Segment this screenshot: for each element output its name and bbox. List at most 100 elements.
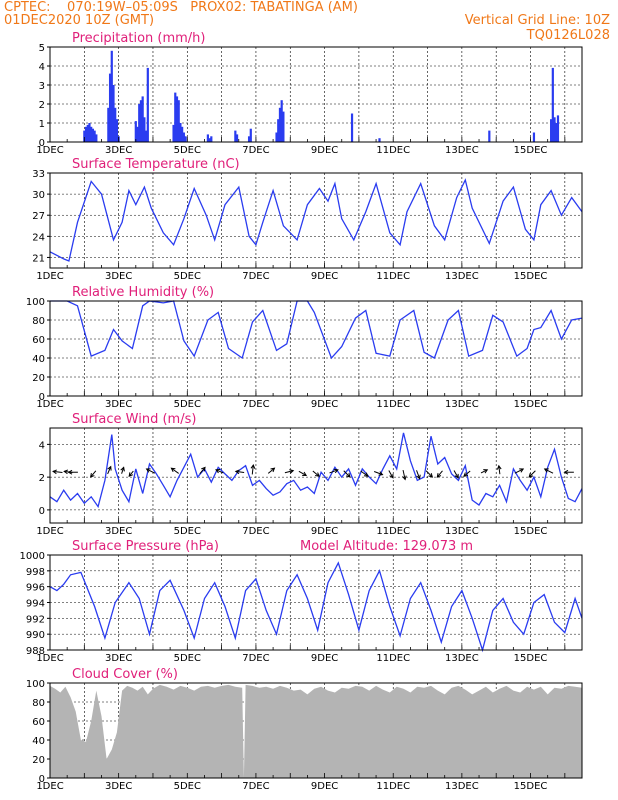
precip-bar bbox=[112, 85, 115, 142]
y-tick-label: 60 bbox=[32, 335, 45, 346]
wind-arrow bbox=[312, 470, 320, 477]
x-tick-label: 3DEC bbox=[105, 271, 132, 282]
wind-arrow bbox=[53, 470, 63, 473]
y-tick-label: 996 bbox=[26, 583, 45, 594]
wind-arrow bbox=[425, 470, 433, 478]
precip-bar bbox=[234, 130, 237, 142]
wind-arrowhead bbox=[428, 473, 434, 478]
panel-temp: 21 24 27 30 33 1DEC 3DEC 5DEC 7DEC 9DEC 11DEC 13DEC… bbox=[32, 157, 583, 282]
x-tick-label: 11DEC bbox=[376, 526, 410, 537]
wind-arrowhead bbox=[215, 468, 221, 474]
y-tick-label: 80 bbox=[32, 316, 45, 327]
x-tick-label: 3DEC bbox=[105, 653, 132, 664]
x-tick-label: 5DEC bbox=[174, 399, 201, 410]
precip-bar bbox=[282, 111, 285, 142]
wind-arrowhead bbox=[234, 469, 240, 475]
wind-arrow bbox=[436, 470, 443, 478]
y-tick-label: 33 bbox=[32, 169, 45, 180]
y-tick-label: 40 bbox=[32, 354, 45, 365]
precip-bar bbox=[488, 130, 491, 142]
cloud-title: Cloud Cover (%) bbox=[72, 667, 178, 682]
pres-title: Surface Pressure (hPa) bbox=[72, 539, 219, 554]
y-tick-label: 2 bbox=[39, 473, 45, 484]
wind-arrow bbox=[402, 469, 406, 480]
panel-wind: 0 2 4 1DEC 3DEC 5DEC 7DEC 9DEC 11DEC 13DEC 15DEC Su… bbox=[36, 412, 583, 537]
wind-arrow bbox=[360, 470, 369, 477]
x-tick-label: 15DEC bbox=[514, 399, 548, 410]
precip-bar bbox=[114, 107, 117, 142]
wind-arrow bbox=[544, 468, 554, 474]
y-tick-label: 60 bbox=[32, 717, 45, 728]
precip-bar bbox=[177, 100, 180, 142]
precip-bar bbox=[138, 104, 141, 142]
y-tick-label: 27 bbox=[32, 211, 45, 222]
wind-arrow bbox=[267, 467, 275, 474]
precip-bar bbox=[93, 130, 96, 142]
wind-arrow bbox=[199, 467, 206, 474]
x-tick-label: 5DEC bbox=[174, 145, 201, 156]
precip-bar bbox=[275, 132, 278, 142]
wind-arrowhead bbox=[89, 473, 95, 478]
header-model: TQ0126L028 bbox=[526, 28, 610, 43]
precip-bar bbox=[208, 138, 211, 142]
x-tick-label: 11DEC bbox=[376, 399, 410, 410]
y-tick-label: 20 bbox=[32, 755, 45, 766]
x-tick-label: 15DEC bbox=[514, 781, 548, 792]
x-tick-label: 15DEC bbox=[514, 653, 548, 664]
x-tick-label: 13DEC bbox=[445, 653, 479, 664]
temp-series-line bbox=[49, 178, 583, 262]
wind-arrowhead bbox=[315, 472, 320, 477]
wind-arrow bbox=[388, 470, 394, 479]
precip-bar bbox=[555, 123, 558, 142]
pres-subtitle: Model Altitude: 129.073 m bbox=[300, 539, 473, 554]
y-tick-label: 40 bbox=[32, 736, 45, 747]
y-tick-label: 0 bbox=[39, 392, 45, 403]
wind-arrow bbox=[373, 471, 383, 476]
precip-bar bbox=[83, 130, 86, 142]
y-tick-label: 1 bbox=[39, 119, 45, 130]
y-tick-label: 21 bbox=[32, 253, 45, 264]
wind-arrow bbox=[329, 469, 339, 474]
plot-frame bbox=[49, 172, 583, 269]
wind-arrow bbox=[146, 468, 156, 474]
x-tick-label: 7DEC bbox=[242, 145, 269, 156]
x-tick-label: 1DEC bbox=[36, 526, 63, 537]
x-tick-label: 11DEC bbox=[376, 781, 410, 792]
wind-arrow bbox=[343, 470, 351, 478]
x-tick-label: 3DEC bbox=[105, 781, 132, 792]
wind-arrow bbox=[90, 470, 97, 478]
wind-arrowhead bbox=[128, 472, 134, 478]
pres-series-line bbox=[49, 561, 583, 653]
wind-arrowhead bbox=[416, 474, 421, 480]
plot-frame bbox=[49, 427, 583, 524]
y-tick-label: 998 bbox=[26, 567, 45, 578]
wind-arrowhead bbox=[496, 464, 502, 470]
wind-arrowhead bbox=[463, 472, 468, 477]
wind-arrowhead bbox=[389, 473, 394, 479]
header-grid-line: Vertical Grid Line: 10Z bbox=[464, 13, 610, 28]
precip-bar bbox=[86, 124, 89, 142]
precip-bar bbox=[280, 100, 283, 142]
x-tick-label: 3DEC bbox=[105, 399, 132, 410]
panel-pres: 988 990 992 994 996 998 1000 1DEC 3DEC 5DEC 7DEC 9D… bbox=[20, 539, 583, 664]
y-tick-label: 990 bbox=[26, 630, 45, 641]
wind-arrowhead bbox=[528, 473, 534, 478]
y-tick-label: 0 bbox=[39, 506, 45, 517]
wind-arrowhead bbox=[63, 469, 69, 475]
precip-bar bbox=[139, 100, 143, 142]
precip-bar bbox=[145, 130, 148, 142]
x-tick-label: 9DEC bbox=[311, 526, 338, 537]
precip-bar bbox=[90, 126, 93, 142]
precip-bar bbox=[91, 128, 95, 142]
precip-bar bbox=[146, 67, 149, 142]
wind-arrow bbox=[284, 470, 294, 474]
precip-bar bbox=[249, 128, 252, 142]
x-tick-label: 7DEC bbox=[242, 653, 269, 664]
x-tick-label: 1DEC bbox=[36, 399, 63, 410]
wind-arrow bbox=[480, 469, 488, 474]
wind-arrow bbox=[298, 470, 307, 476]
wind-arrow bbox=[514, 468, 524, 474]
wind-arrow bbox=[453, 470, 459, 479]
wind-arrow bbox=[121, 467, 125, 474]
